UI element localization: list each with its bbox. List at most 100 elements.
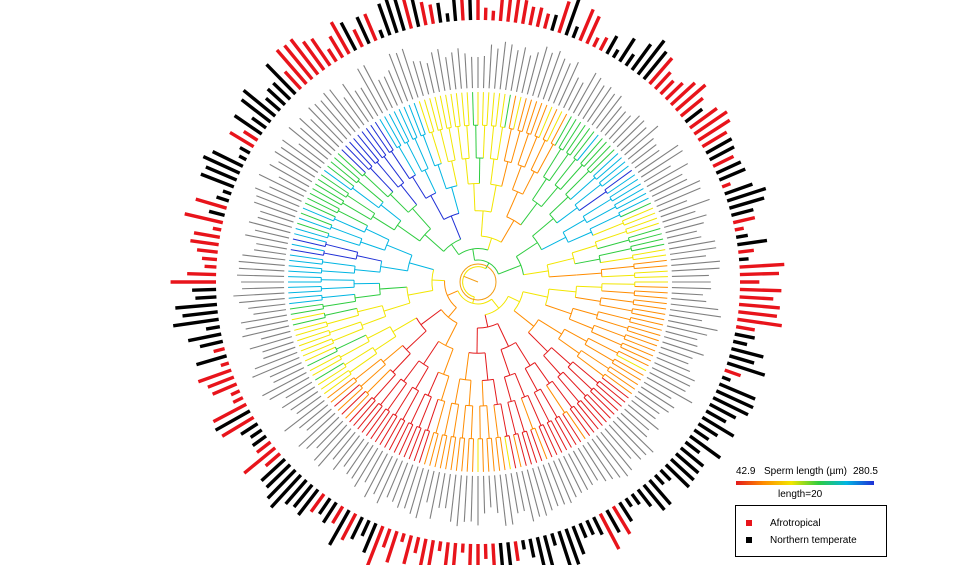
- northern-temperate-bar: [195, 354, 228, 367]
- species-label: [388, 70, 403, 104]
- species-label: [669, 314, 703, 322]
- species-label: [242, 325, 290, 338]
- tree-arc: [530, 427, 536, 431]
- tree-branch: [470, 405, 474, 439]
- tree-branch: [330, 380, 357, 403]
- tree-arc: [590, 387, 594, 392]
- tree-branch: [576, 272, 602, 276]
- tree-branch: [484, 352, 489, 381]
- tree-branch: [323, 169, 352, 191]
- tree-branch: [607, 370, 636, 390]
- tree-arc: [321, 259, 324, 265]
- northern-temperate-bar: [728, 354, 755, 365]
- tree-branch: [522, 171, 535, 195]
- species-label: [254, 351, 298, 370]
- tree-branch: [586, 145, 611, 170]
- tree-branch: [633, 254, 667, 261]
- tree-branch: [353, 138, 376, 164]
- afrotropical-bar: [331, 505, 345, 525]
- species-label: [604, 428, 632, 459]
- tree-branch: [337, 387, 363, 411]
- tree-branch: [423, 432, 435, 465]
- northern-temperate-bar: [724, 182, 753, 196]
- species-label: [637, 391, 669, 413]
- northern-temperate-bar: [362, 522, 378, 554]
- tree-branch: [486, 438, 490, 472]
- tree-branch: [616, 354, 647, 372]
- tree-branch: [558, 338, 580, 354]
- tree-arc: [576, 350, 582, 357]
- tree-branch: [574, 258, 600, 265]
- tree-branch: [530, 140, 546, 171]
- tree-branch: [388, 420, 406, 451]
- colorbar-gradient: [736, 481, 874, 485]
- northern-temperate-bar: [251, 116, 268, 130]
- tree-branch: [304, 202, 336, 218]
- tree-arc: [412, 386, 419, 392]
- tree-branch: [546, 422, 563, 453]
- species-label: [262, 341, 294, 353]
- northern-temperate-bar: [200, 172, 235, 189]
- tree-branch: [573, 405, 595, 433]
- tree-branch: [521, 99, 533, 132]
- tree-branch: [361, 315, 386, 326]
- tree-branch: [601, 290, 635, 294]
- tree-branch: [294, 233, 327, 243]
- tree-arc: [568, 308, 574, 320]
- tree-branch: [482, 125, 486, 159]
- tree-branch: [596, 157, 622, 180]
- tree-branch: [618, 350, 649, 367]
- species-label: [488, 44, 493, 89]
- afrotropical-bar: [701, 130, 728, 149]
- species-label: [426, 470, 435, 503]
- tree-branch: [534, 104, 548, 137]
- species-label: [470, 475, 474, 522]
- tree-branch: [520, 397, 534, 430]
- species-label: [515, 472, 525, 512]
- tree-branch: [302, 342, 334, 357]
- tree-branch: [550, 113, 568, 144]
- northern-temperate-bar: [266, 468, 297, 500]
- species-label: [499, 41, 507, 90]
- tree-arc: [425, 429, 430, 432]
- tree-branch: [604, 169, 633, 191]
- tree-branch: [383, 302, 411, 312]
- afrotropical-bar: [264, 452, 282, 468]
- tree-branch: [554, 116, 572, 146]
- northern-temperate-bar: [506, 542, 513, 565]
- tree-branch: [427, 372, 439, 396]
- species-label: [332, 435, 360, 470]
- tree-branch: [328, 235, 360, 246]
- northern-temperate-bar: [701, 415, 735, 438]
- afrotropical-bar: [653, 71, 672, 91]
- afrotropical-bar: [326, 48, 338, 63]
- tree-branch: [288, 285, 322, 288]
- species-label: [553, 460, 572, 504]
- northern-temperate-bar: [679, 446, 705, 468]
- tree-branch: [601, 165, 629, 187]
- tree-branch: [461, 438, 466, 472]
- tree-branch: [393, 422, 410, 453]
- species-label: [329, 89, 360, 129]
- tree-branch: [584, 344, 614, 362]
- phylogenetic-tree: [288, 92, 668, 472]
- tree-branch: [590, 149, 615, 174]
- tree-branch: [528, 332, 549, 353]
- northern-temperate-bar: [648, 478, 672, 506]
- tree-branch: [423, 99, 435, 132]
- species-label: [510, 50, 519, 91]
- species-label: [537, 466, 553, 511]
- tree-branch: [322, 261, 356, 267]
- northern-temperate-bar: [260, 457, 287, 482]
- northern-temperate-bar: [240, 98, 272, 124]
- northern-temperate-bar: [611, 48, 620, 59]
- afrotropical-bar: [443, 542, 450, 565]
- tree-branch: [384, 116, 402, 146]
- species-label: [306, 408, 332, 431]
- afrotropical-bar: [211, 382, 238, 396]
- tree-branch: [484, 314, 489, 328]
- tree-branch: [525, 101, 538, 134]
- afrotropical-bar: [693, 110, 728, 136]
- colorbar-min-label: 42.9: [736, 466, 756, 477]
- tree-branch: [506, 191, 519, 217]
